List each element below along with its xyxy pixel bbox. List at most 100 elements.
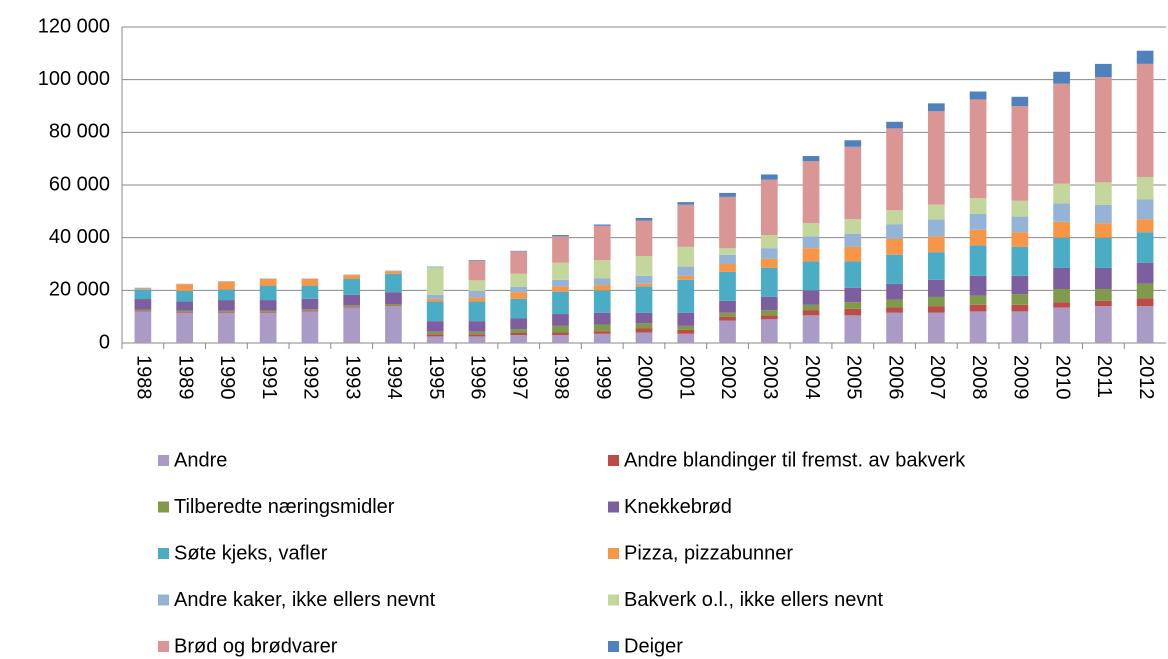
y-tick-label: 40 000 bbox=[49, 226, 110, 248]
bar-segment bbox=[176, 312, 193, 343]
bar-segment bbox=[635, 286, 653, 313]
bar-segment bbox=[1095, 182, 1112, 205]
bar-segment bbox=[552, 286, 569, 292]
bar-segment bbox=[844, 219, 862, 234]
bar-segment bbox=[301, 279, 319, 286]
bar-segment bbox=[927, 306, 945, 313]
bar-segment bbox=[510, 329, 528, 333]
bar-segment bbox=[760, 235, 778, 249]
bar-segment bbox=[426, 334, 444, 337]
y-tick-label: 20 000 bbox=[49, 279, 110, 301]
bar-segment bbox=[1053, 307, 1070, 343]
bar-segment bbox=[593, 324, 611, 332]
bar-segment bbox=[301, 298, 319, 310]
y-tick-label: 80 000 bbox=[49, 121, 110, 143]
bar-segment bbox=[635, 283, 653, 287]
bar-segment bbox=[1136, 50, 1154, 64]
bar-segment bbox=[844, 287, 862, 303]
bar-segment bbox=[719, 254, 736, 264]
x-tick-label: 2005 bbox=[843, 355, 865, 400]
bar-segment bbox=[1136, 283, 1154, 299]
bar-segment bbox=[844, 140, 862, 147]
bar-segment bbox=[844, 233, 862, 247]
legend-swatch bbox=[608, 501, 619, 513]
bar-segment bbox=[176, 290, 193, 302]
bar-segment bbox=[969, 91, 987, 100]
bar-segment bbox=[218, 312, 235, 343]
bar-segment bbox=[969, 245, 987, 276]
legend-swatch bbox=[158, 455, 169, 466]
bar-segment bbox=[1136, 262, 1154, 284]
bar-segment bbox=[468, 260, 486, 281]
bar-segment bbox=[593, 331, 611, 334]
bar-segment bbox=[426, 331, 444, 335]
x-tick-label: 2006 bbox=[884, 355, 906, 400]
bar-segment bbox=[1053, 221, 1070, 238]
bar-segment bbox=[635, 332, 653, 343]
legend-swatch bbox=[158, 594, 169, 606]
bar-segment bbox=[886, 238, 903, 255]
x-tick-label: 2002 bbox=[717, 355, 739, 400]
bar-segment bbox=[677, 312, 695, 326]
bar-segment bbox=[1011, 311, 1029, 343]
bar-segment bbox=[969, 229, 987, 246]
bar-segment bbox=[677, 275, 695, 280]
bar-segment bbox=[552, 335, 569, 343]
bar-segment bbox=[468, 331, 486, 335]
bar-segment bbox=[1011, 232, 1029, 247]
bar-segment bbox=[343, 279, 361, 295]
bar-segment bbox=[1095, 300, 1112, 307]
bar-segment bbox=[719, 264, 736, 272]
bar-segment bbox=[760, 319, 778, 343]
bar-segment bbox=[677, 329, 695, 334]
bar-segment bbox=[426, 267, 444, 295]
bar-segment bbox=[886, 254, 903, 284]
bar-segment bbox=[760, 174, 778, 180]
bar-segment bbox=[176, 284, 193, 291]
bar-segment bbox=[969, 275, 987, 296]
bar-segment bbox=[176, 301, 193, 311]
bar-segment bbox=[552, 279, 569, 287]
bar-segment bbox=[635, 323, 653, 329]
bar-segment bbox=[635, 217, 653, 221]
bar-segment bbox=[1053, 289, 1070, 303]
bar-segment bbox=[802, 310, 820, 316]
bar-segment bbox=[426, 298, 444, 302]
bar-segment bbox=[510, 318, 528, 330]
bar-segment bbox=[593, 225, 611, 261]
bar-segment bbox=[385, 306, 402, 343]
y-tick-label: 60 000 bbox=[49, 173, 110, 195]
x-tick-label: 2001 bbox=[675, 355, 697, 400]
bar-segment bbox=[927, 219, 945, 237]
bar-segment bbox=[552, 236, 569, 263]
bar-segment bbox=[927, 236, 945, 253]
bar-segment bbox=[343, 275, 361, 280]
bar-segment bbox=[1053, 183, 1070, 204]
bar-segment bbox=[593, 224, 611, 226]
bar-segment bbox=[552, 262, 569, 280]
x-tick-label: 1996 bbox=[467, 355, 489, 400]
bar-segment bbox=[1011, 294, 1029, 305]
bar-segment bbox=[1095, 204, 1112, 224]
legend-swatch bbox=[158, 548, 169, 559]
bar-segment bbox=[134, 289, 152, 290]
bar-segment bbox=[301, 285, 319, 299]
bar-segment bbox=[844, 246, 862, 262]
bar-segment bbox=[510, 251, 528, 274]
bar-segment bbox=[176, 310, 193, 312]
legend-label: Deiger bbox=[624, 635, 683, 657]
bar-segment bbox=[1053, 302, 1070, 308]
bar-segment bbox=[719, 196, 736, 249]
bar-segment bbox=[468, 280, 486, 291]
bar-segment bbox=[886, 283, 903, 300]
bar-segment bbox=[468, 297, 486, 302]
bar-segment bbox=[468, 260, 486, 261]
x-tick-label: 1988 bbox=[133, 355, 155, 400]
bar-segment bbox=[635, 328, 653, 333]
legend-swatch bbox=[608, 641, 619, 652]
bar-segment bbox=[510, 286, 528, 293]
bar-segment bbox=[927, 296, 945, 307]
bar-segment bbox=[1011, 246, 1029, 276]
y-tick-label: 120 000 bbox=[38, 15, 110, 37]
bar-segment bbox=[719, 312, 736, 317]
